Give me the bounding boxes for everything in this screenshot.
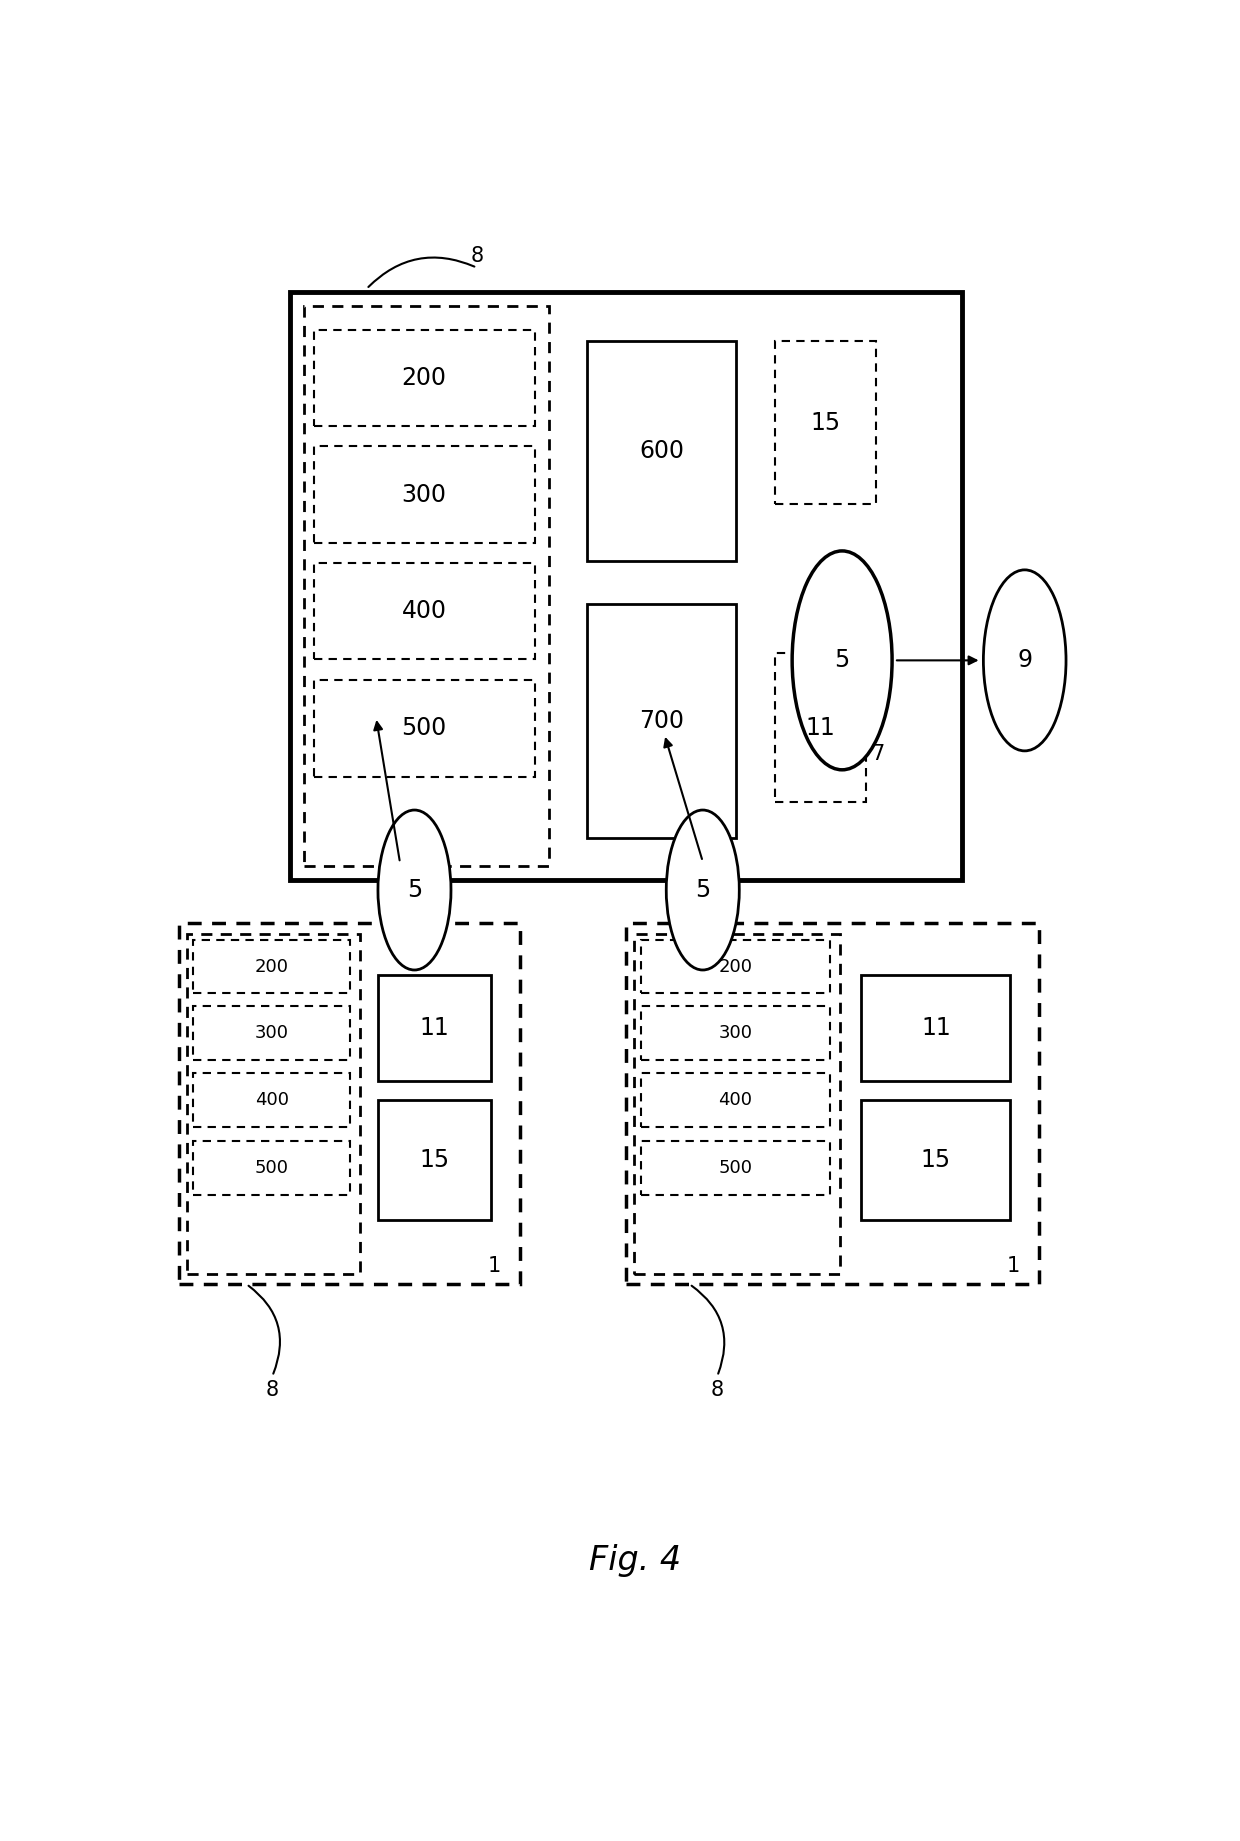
Bar xyxy=(775,341,875,504)
Bar xyxy=(634,933,841,1274)
Bar xyxy=(641,1141,830,1195)
Text: 400: 400 xyxy=(254,1092,289,1108)
Bar xyxy=(314,446,534,543)
Ellipse shape xyxy=(792,550,892,770)
Bar xyxy=(179,922,521,1285)
Bar xyxy=(193,939,350,994)
Text: 600: 600 xyxy=(640,440,684,464)
Ellipse shape xyxy=(378,810,451,970)
Text: 200: 200 xyxy=(402,366,446,390)
Bar xyxy=(378,976,491,1081)
Bar xyxy=(626,922,1039,1285)
Bar xyxy=(314,679,534,777)
Text: 11: 11 xyxy=(921,1016,951,1040)
Bar xyxy=(290,293,962,880)
Text: 500: 500 xyxy=(402,716,446,740)
Ellipse shape xyxy=(666,810,739,970)
Text: 200: 200 xyxy=(254,957,289,976)
Text: 300: 300 xyxy=(718,1024,753,1042)
Bar xyxy=(193,1007,350,1060)
Text: 5: 5 xyxy=(407,878,422,902)
Text: 15: 15 xyxy=(810,411,841,434)
Text: 8: 8 xyxy=(470,247,484,267)
Bar xyxy=(862,976,1011,1081)
Bar xyxy=(304,306,549,865)
Bar xyxy=(641,1073,830,1127)
Text: 300: 300 xyxy=(254,1024,289,1042)
Text: 300: 300 xyxy=(402,482,446,506)
Text: 5: 5 xyxy=(835,648,849,672)
Text: 500: 500 xyxy=(718,1158,753,1176)
Text: 200: 200 xyxy=(718,957,753,976)
Bar xyxy=(862,1099,1011,1221)
Bar xyxy=(588,341,737,562)
Bar xyxy=(187,933,360,1274)
Text: 1: 1 xyxy=(487,1256,501,1276)
Ellipse shape xyxy=(983,571,1066,751)
Text: 9: 9 xyxy=(1017,648,1032,672)
Bar xyxy=(314,563,534,659)
Text: 400: 400 xyxy=(402,598,446,622)
Bar xyxy=(314,330,534,427)
Text: 500: 500 xyxy=(254,1158,289,1176)
Bar xyxy=(378,1099,491,1221)
Text: 11: 11 xyxy=(806,716,836,740)
Text: 8: 8 xyxy=(711,1381,724,1401)
Text: 15: 15 xyxy=(921,1149,951,1173)
Text: 7: 7 xyxy=(870,744,884,764)
Text: 15: 15 xyxy=(419,1149,450,1173)
Bar xyxy=(588,604,737,838)
Text: Fig. 4: Fig. 4 xyxy=(589,1545,682,1578)
Text: 11: 11 xyxy=(420,1016,450,1040)
Text: 400: 400 xyxy=(718,1092,753,1108)
Bar xyxy=(193,1141,350,1195)
Text: 8: 8 xyxy=(265,1381,279,1401)
Bar xyxy=(641,939,830,994)
Bar xyxy=(775,654,866,803)
Bar xyxy=(193,1073,350,1127)
Text: 5: 5 xyxy=(696,878,711,902)
Text: 1: 1 xyxy=(1007,1256,1019,1276)
Bar xyxy=(641,1007,830,1060)
Text: 700: 700 xyxy=(640,709,684,733)
